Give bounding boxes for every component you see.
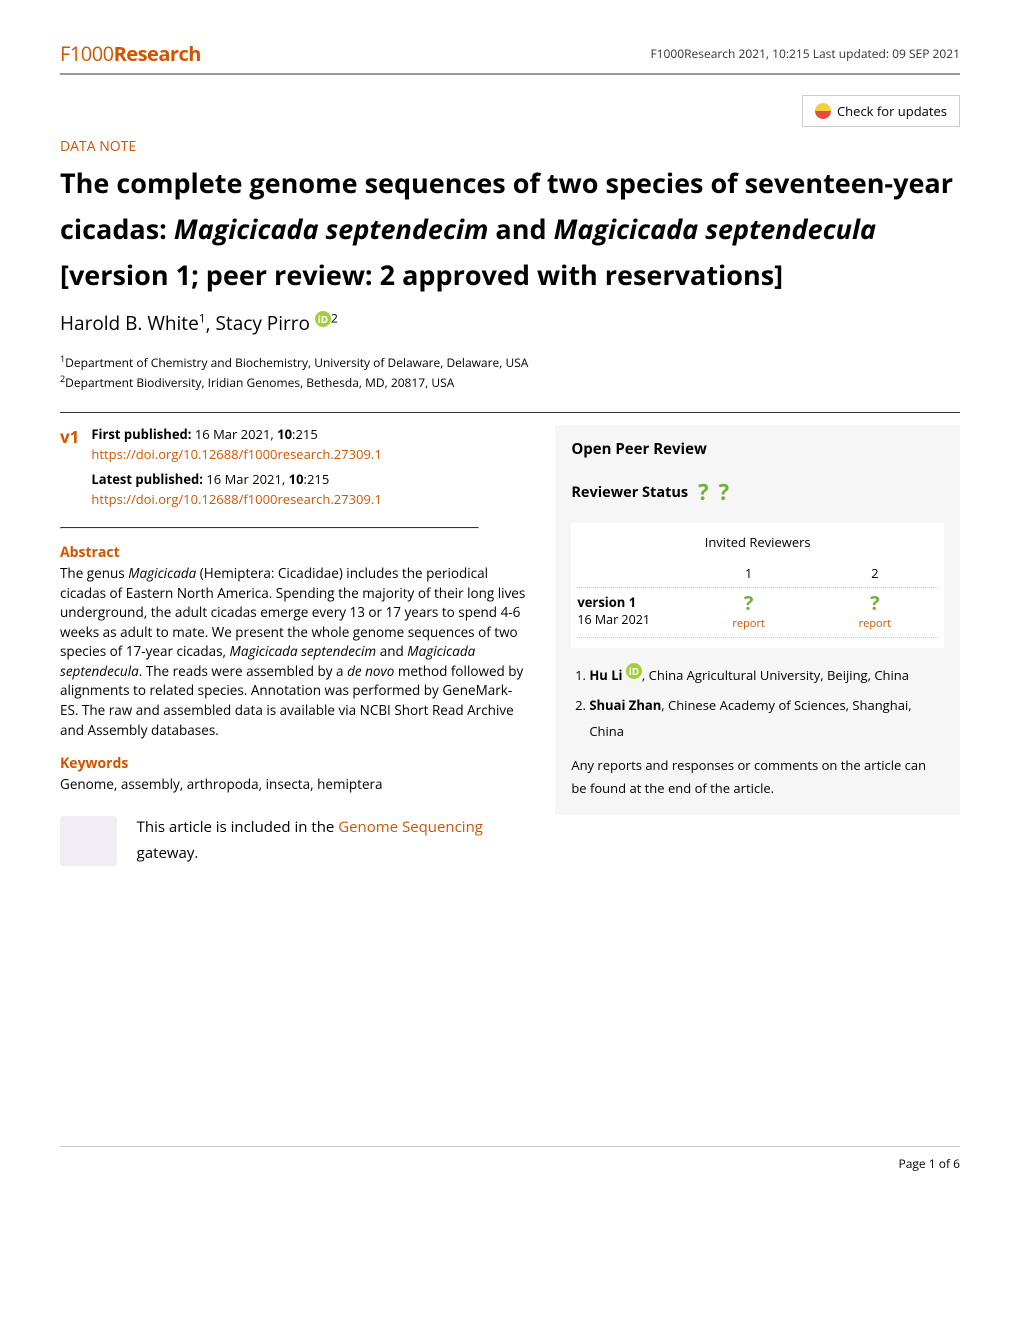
- keywords-heading: Keywords: [60, 754, 525, 773]
- crossmark-icon: [815, 103, 831, 119]
- author-list: Harold B. White1, Stacy Pirro iD2: [60, 310, 960, 336]
- journal-logo: F1000Research: [60, 40, 201, 67]
- gateway-text: This article is included in the Genome S…: [137, 815, 526, 866]
- gateway-link[interactable]: Genome Sequencing: [338, 817, 483, 837]
- reviewer-list: Hu Li iD, China Agricultural University,…: [571, 662, 944, 744]
- check-updates-label: Check for updates: [837, 102, 947, 120]
- latest-doi-link[interactable]: https://doi.org/10.12688/f1000research.2…: [91, 490, 381, 508]
- article-title: The complete genome sequences of two spe…: [60, 160, 960, 298]
- list-item: Shuai Zhan, Chinese Academy of Sciences,…: [589, 692, 944, 744]
- check-updates-row: Check for updates: [60, 95, 960, 127]
- abstract-heading: Abstract: [60, 543, 525, 562]
- first-doi-link[interactable]: https://doi.org/10.12688/f1000research.2…: [91, 445, 381, 463]
- report-link[interactable]: report: [859, 616, 891, 631]
- reviewer-status: Reviewer Status ? ?: [571, 477, 944, 507]
- reviewer-table: Invited Reviewers 1 2 version 1 16 Mar 2…: [571, 523, 944, 648]
- question-icon: ?: [698, 477, 709, 507]
- page-footer: Page 1 of 6: [60, 1146, 960, 1172]
- logo-main: F1000: [60, 40, 114, 67]
- author-1[interactable]: Harold B. White1: [60, 310, 206, 336]
- keywords-text: Genome, assembly, arthropoda, insecta, h…: [60, 775, 525, 793]
- col-1: 1: [686, 564, 812, 582]
- orcid-icon[interactable]: iD: [315, 311, 331, 327]
- col-2: 2: [812, 564, 938, 582]
- page-number: Page 1 of 6: [899, 1155, 960, 1172]
- table-row: version 1 16 Mar 2021 ? report ? report: [577, 588, 938, 638]
- question-icon: ?: [719, 477, 730, 507]
- divider: [60, 412, 960, 413]
- check-updates-button[interactable]: Check for updates: [802, 95, 960, 127]
- opr-title: Open Peer Review: [571, 439, 944, 459]
- list-item: Hu Li iD, China Agricultural University,…: [589, 662, 944, 688]
- abstract-text: The genus Magicicada (Hemiptera: Cicadid…: [60, 564, 525, 740]
- open-peer-review-box: Open Peer Review Reviewer Status ? ? Inv…: [555, 425, 960, 815]
- logo-sub: Research: [114, 40, 201, 67]
- author-2[interactable]: Stacy Pirro iD2: [216, 310, 338, 336]
- article-type: DATA NOTE: [60, 137, 960, 156]
- report-link[interactable]: report: [732, 616, 764, 631]
- orcid-icon[interactable]: iD: [626, 663, 642, 679]
- invited-reviewers-label: Invited Reviewers: [577, 533, 938, 551]
- pub-info: First published: 16 Mar 2021, 10:215 htt…: [91, 425, 381, 509]
- gateway-thumbnail: [60, 816, 117, 866]
- left-column: v1 First published: 16 Mar 2021, 10:215 …: [60, 425, 525, 866]
- question-icon: ?: [812, 593, 938, 613]
- version-badge: v1: [60, 425, 79, 509]
- opr-footnote: Any reports and responses or comments on…: [571, 754, 944, 801]
- right-column: Open Peer Review Reviewer Status ? ? Inv…: [555, 425, 960, 866]
- page-header: F1000Research F1000Research 2021, 10:215…: [60, 40, 960, 75]
- gateway-box: This article is included in the Genome S…: [60, 815, 525, 866]
- main-columns: v1 First published: 16 Mar 2021, 10:215 …: [60, 425, 960, 866]
- publication-block: v1 First published: 16 Mar 2021, 10:215 …: [60, 425, 525, 509]
- divider: [60, 527, 479, 529]
- last-updated-text: F1000Research 2021, 10:215 Last updated:…: [650, 45, 960, 62]
- affiliations: 1Department of Chemistry and Biochemistr…: [60, 352, 960, 392]
- question-icon: ?: [686, 593, 812, 613]
- table-row: 1 2: [577, 559, 938, 588]
